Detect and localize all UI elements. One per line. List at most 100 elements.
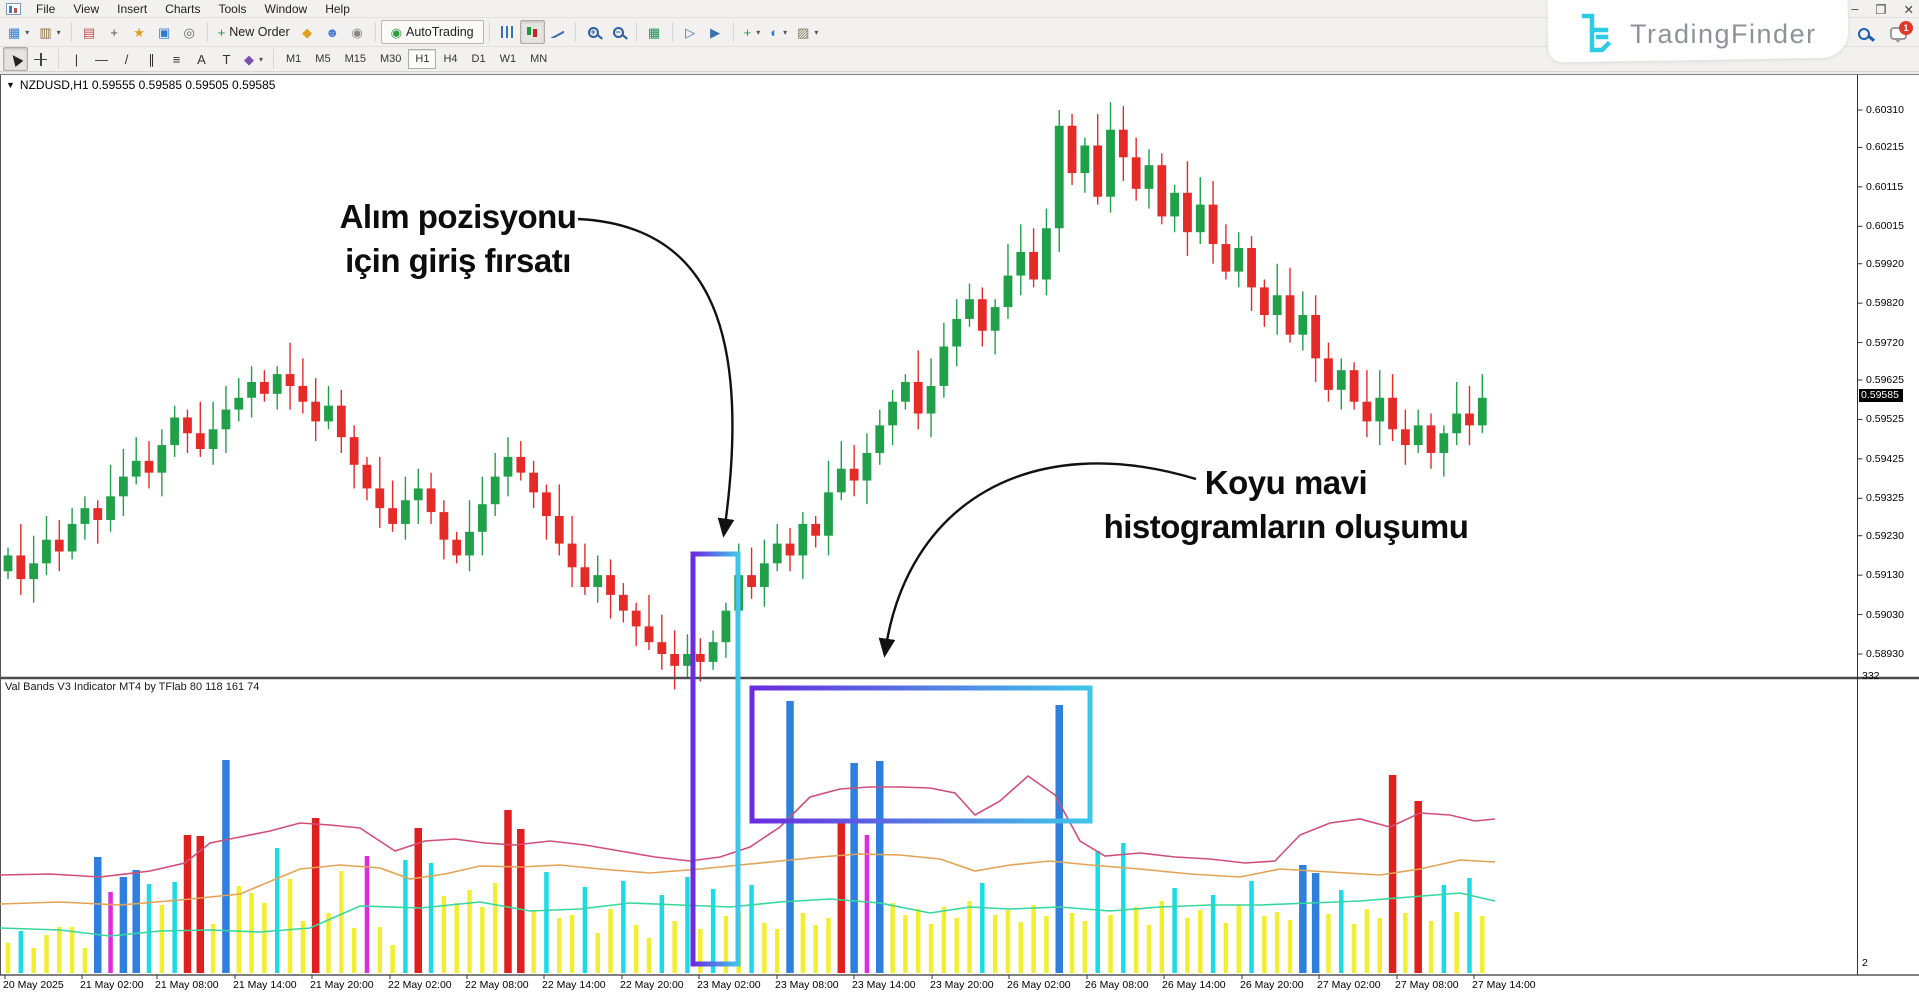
new-order-button[interactable]: + New Order <box>213 20 295 44</box>
new-chart-button[interactable]: ▦ ▾ <box>3 20 34 44</box>
menu-file[interactable]: File <box>36 1 56 16</box>
vertical-line-button[interactable]: | <box>64 47 89 71</box>
candle-body <box>913 381 923 414</box>
strategy-tester-button[interactable]: ◎ <box>177 20 202 44</box>
autotrading-button[interactable]: ◉ AutoTrading <box>380 20 484 44</box>
chart-shift-button[interactable]: ▶ <box>703 20 728 44</box>
timeframe-m1-button[interactable]: M1 <box>286 53 302 65</box>
highlight-rect-histogram <box>749 685 1093 824</box>
navigator-button[interactable]: ★ <box>127 20 152 44</box>
auto-scroll-button[interactable]: ▷ <box>678 20 703 44</box>
histogram-bar <box>595 933 600 973</box>
fibonacci-retracement-button[interactable]: ≡ <box>164 47 189 71</box>
zoom-out-button[interactable] <box>606 20 631 44</box>
histogram-bar <box>5 943 11 973</box>
minimize-button[interactable]: – <box>1851 2 1859 16</box>
equidistant-channel-button[interactable]: ∥ <box>139 47 164 71</box>
chart-area[interactable]: ▼ NZDUSD,H1 0.59555 0.59585 0.59505 0.59… <box>0 74 1919 996</box>
templates-button[interactable]: ▨ ▾ <box>792 20 823 44</box>
candle-chart-button[interactable] <box>519 20 545 44</box>
candle-body <box>567 543 577 568</box>
crosshair-button[interactable] <box>28 47 53 71</box>
timeframe-m15-button[interactable]: M15 <box>344 53 366 65</box>
histogram-bar <box>183 835 192 973</box>
candle-body <box>362 464 372 489</box>
restore-button[interactable]: ❐ <box>1875 3 1887 17</box>
alerts-button[interactable]: ◉ <box>345 20 370 44</box>
annotation-histogram: Koyu mavi histogramların oluşumu <box>1080 461 1492 549</box>
candle-body <box>759 563 769 587</box>
line-chart-button[interactable] <box>545 20 570 44</box>
new-chart-icon: ▦ <box>8 24 21 40</box>
menu-view[interactable]: View <box>73 1 100 16</box>
histogram-bar <box>621 881 626 973</box>
bar-chart-button[interactable] <box>495 20 520 44</box>
experts-button[interactable]: ☻ <box>320 20 345 44</box>
mql5-community-button[interactable]: ◆ <box>295 20 320 44</box>
zoom-in-button[interactable] <box>581 20 606 44</box>
data-window-button[interactable]: + <box>102 20 127 44</box>
candle-body <box>170 417 180 446</box>
text-button[interactable]: A <box>189 47 214 71</box>
time-tick-label: 23 May 14:00 <box>852 979 916 991</box>
histogram-bar <box>1274 912 1280 973</box>
price-tick-label: 0.59230 <box>1866 529 1904 542</box>
candle-body <box>16 555 26 580</box>
histogram-bar <box>1441 885 1447 973</box>
candle-body <box>1042 228 1051 280</box>
timeframe-m30-button[interactable]: M30 <box>379 53 402 65</box>
menu-tools[interactable]: Tools <box>218 1 247 16</box>
text-icon: A <box>197 51 206 67</box>
timeframe-h4-button[interactable]: H4 <box>443 53 458 65</box>
histogram-bar <box>1172 888 1177 973</box>
chat-icon[interactable]: 1 <box>1890 21 1913 43</box>
timeframe-d1-button[interactable]: D1 <box>471 53 486 65</box>
timeframe-w1-button[interactable]: W1 <box>499 53 517 65</box>
indicators-list-button[interactable]: + ▾ <box>739 20 766 44</box>
horizontal-line-button[interactable]: — <box>89 47 114 71</box>
candle-body <box>1131 157 1141 189</box>
menu-charts[interactable]: Charts <box>165 1 201 16</box>
menu-window[interactable]: Window <box>264 1 308 16</box>
menu-insert[interactable]: Insert <box>117 1 148 16</box>
candle-body <box>1426 425 1436 453</box>
histogram-bar <box>210 924 216 973</box>
tile-windows-button[interactable]: ▦ <box>642 20 667 44</box>
timeframe-h1-button[interactable]: H1 <box>408 49 437 69</box>
histogram-bar <box>837 823 846 973</box>
market-watch-icon: ▤ <box>82 24 96 40</box>
market-watch-button[interactable]: ▤ <box>77 20 102 44</box>
candle-body <box>785 543 795 556</box>
arrows-button[interactable]: ◆ ▾ <box>239 47 268 71</box>
toolbar-separator <box>671 22 673 42</box>
candle-body <box>1234 247 1244 272</box>
candle-body <box>836 468 846 493</box>
terminal-button[interactable]: ▣ <box>152 20 177 44</box>
histogram-bar <box>1467 878 1472 973</box>
timeframe-m5-button[interactable]: M5 <box>315 53 331 65</box>
histogram-bar <box>236 886 242 973</box>
price-tick-label: 0.59130 <box>1866 569 1904 582</box>
arrows-icon: ◆ <box>244 51 254 67</box>
candle-body <box>29 563 39 580</box>
close-button[interactable]: ✕ <box>1903 3 1914 17</box>
cursor-button[interactable] <box>3 47 28 71</box>
time-tick-label: 23 May 20:00 <box>930 979 994 991</box>
candle-body <box>1477 397 1487 426</box>
trend-line-button[interactable]: / <box>114 47 139 71</box>
price-tick-label: 0.59030 <box>1866 608 1904 621</box>
timeframe-mn-button[interactable]: MN <box>530 53 548 65</box>
periods-button[interactable]: ◐ ▾ <box>765 20 792 44</box>
symbol-collapse-icon[interactable]: ▼ <box>6 80 15 90</box>
histogram-bar <box>108 892 113 973</box>
open-profile-button[interactable]: ▥ ▾ <box>34 20 65 44</box>
symbol-title: ▼ NZDUSD,H1 0.59555 0.59585 0.59505 0.59… <box>6 78 275 92</box>
time-tick-label: 22 May 20:00 <box>620 979 684 991</box>
text-label-button[interactable]: T <box>214 47 239 71</box>
histogram-bar <box>864 835 870 973</box>
candle-body <box>644 626 654 643</box>
search-icon[interactable] <box>1858 27 1870 40</box>
menu-help[interactable]: Help <box>325 1 350 16</box>
templates-dropdown-icon: ▾ <box>814 27 819 37</box>
histogram-bar <box>749 885 754 973</box>
